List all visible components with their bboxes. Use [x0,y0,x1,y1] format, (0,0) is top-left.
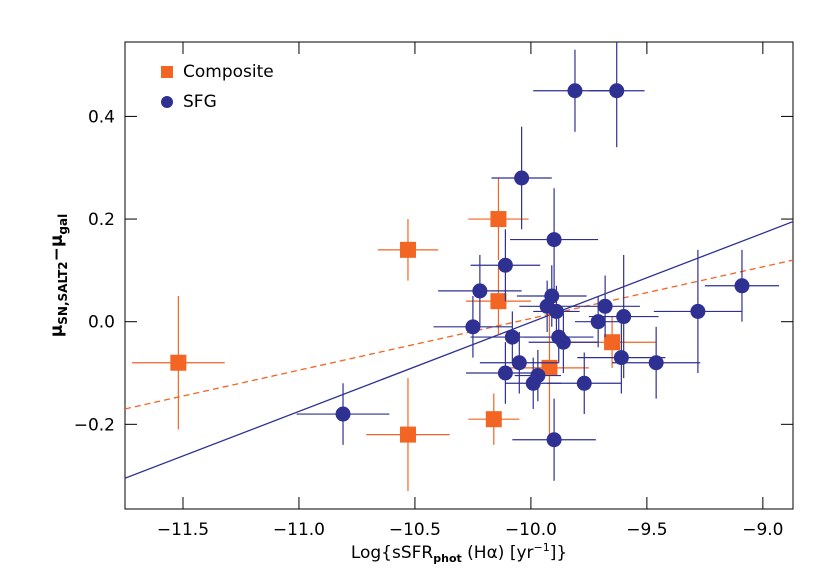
plot-area [125,42,793,492]
x-tick-label: −11.0 [273,520,325,540]
x-tick-label: −11.5 [157,520,209,540]
x-axis-label-part: (Hα) [yr [462,543,534,563]
point [399,426,416,443]
point [690,303,706,319]
point [170,354,187,371]
point [604,334,621,351]
x-axis-label-part: phot [433,552,462,565]
y-axis-label-part: gal [56,214,70,235]
y-tick-label: 0.0 [88,313,115,333]
fit-line [125,221,793,479]
point [613,350,629,366]
point [648,355,664,371]
point [497,365,513,381]
point [485,411,502,428]
y-tick-label: −0.2 [74,415,115,435]
y-tick-label: 0.4 [88,107,115,127]
fit-line [125,259,793,410]
point [465,319,481,335]
y-axis-label: μSN,SALT2−μgal [47,214,70,337]
point [399,241,416,258]
x-axis-label-part: −1 [534,541,550,554]
plot-frame [124,41,794,510]
y-axis-label-part: −μ [47,235,67,262]
point [609,83,625,99]
point [530,368,546,384]
x-tick-label: −9.5 [626,520,667,540]
x-tick-label: −10.0 [505,520,557,540]
point [616,309,632,325]
point [490,211,507,228]
point [504,329,520,345]
point [472,283,488,299]
point [567,83,583,99]
legend-marker [161,66,173,78]
point [734,278,750,294]
point [335,406,351,422]
x-tick-label: −10.5 [389,520,441,540]
point [511,355,527,371]
point [514,170,530,186]
point [546,232,562,248]
point [597,298,613,314]
legend-label: SFG [183,92,217,112]
x-tick-label: −9.0 [742,520,783,540]
point [555,334,571,350]
x-axis-label-part: ]} [550,543,567,563]
point [541,359,558,376]
legend-marker [161,96,173,108]
point [497,257,513,273]
y-axis-label-part: SN,SALT2 [56,261,70,324]
x-axis-label-part: Log{sSFR [351,543,434,563]
x-axis-label: Log{sSFRphot (Hα) [yr−1]} [351,541,567,565]
point [548,303,564,319]
y-axis-label-part: μ [47,325,67,338]
point [490,293,507,310]
point [576,375,592,391]
y-tick-label: 0.2 [88,210,115,230]
legend-label: Composite [183,62,274,82]
point [590,314,606,330]
point [546,432,562,448]
